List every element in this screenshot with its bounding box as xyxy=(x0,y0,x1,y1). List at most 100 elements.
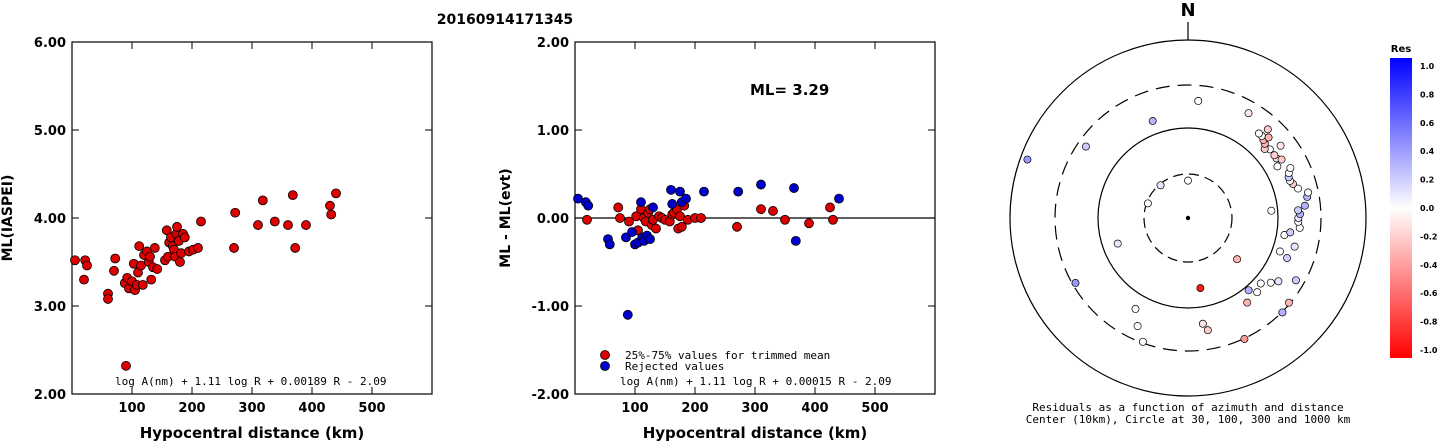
data-point xyxy=(161,225,172,236)
station-residual-point xyxy=(1196,284,1205,293)
rejected-point xyxy=(790,235,801,246)
station-residual-point xyxy=(1113,239,1122,248)
y-tick-label: 4.00 xyxy=(34,212,66,227)
ring-1000km xyxy=(1009,39,1367,397)
plot1-x-ticks: 100 200 300 400 500 xyxy=(118,42,386,416)
data-point xyxy=(175,257,185,267)
data-point xyxy=(110,253,121,264)
x-tick-label: 100 xyxy=(118,401,145,416)
trimmed-point xyxy=(780,214,790,225)
residual-colorbar: Res 1.0 0.8 0.6 0.4 0.2 0.0 -0.2 -0.4 -0.6 -0.8 -1… xyxy=(1390,44,1437,358)
station-residual-point xyxy=(1203,326,1212,335)
trimmed-point xyxy=(676,221,687,232)
data-point xyxy=(137,279,148,290)
y-tick-label: 5.00 xyxy=(34,124,66,139)
plot2-x-ticks: 100 200 300 400 500 xyxy=(621,42,889,416)
rejected-point xyxy=(789,183,799,193)
plot2-formula: log A(nm) + 1.11 log R + 0.00015 R - 2.0… xyxy=(620,375,892,388)
data-point xyxy=(269,216,280,227)
station-residual-point xyxy=(1276,247,1284,256)
data-point xyxy=(229,243,239,253)
station-residual-point xyxy=(1264,133,1273,142)
colorbar-gradient xyxy=(1390,58,1412,358)
trimmed-point xyxy=(582,214,592,225)
station-residual-point xyxy=(1263,125,1272,134)
data-point xyxy=(287,190,298,201)
station-residual-point xyxy=(1198,319,1207,328)
rejected-point xyxy=(604,239,615,250)
station-residual-point xyxy=(1244,109,1253,118)
rejected-point xyxy=(648,202,658,213)
plot2-y-axis-label: ML - ML(evt) xyxy=(498,168,514,267)
plot1-y-axis-label: ML(IASPEI) xyxy=(0,175,16,262)
station-residual-point xyxy=(1023,155,1032,164)
data-point xyxy=(70,255,80,266)
plot1-x-axis-label: Hypocentral distance (km) xyxy=(140,424,365,441)
station-residual-point xyxy=(1253,288,1262,297)
event-center xyxy=(1185,215,1191,221)
rejected-point xyxy=(666,184,676,195)
station-residual-point xyxy=(1194,97,1203,105)
x-tick-label: 400 xyxy=(298,401,325,416)
colorbar-tick-label: 0.6 xyxy=(1420,119,1435,128)
station-residual-point xyxy=(1286,164,1295,173)
station-residual-point xyxy=(1156,181,1165,190)
colorbar-tick-label: -0.2 xyxy=(1420,232,1437,241)
plot2-x-axis-label: Hypocentral distance (km) xyxy=(643,424,868,441)
station-residual-point xyxy=(1071,279,1080,287)
y-tick-label: 6.00 xyxy=(34,36,66,51)
rejected-point xyxy=(583,200,594,211)
legend-rejected-label: Rejected values xyxy=(625,360,724,373)
plot1-y-ticks: 2.00 3.00 4.00 5.00 6.00 xyxy=(34,36,432,403)
rejected-point xyxy=(645,234,655,245)
colorbar-tick-label: -0.6 xyxy=(1420,289,1437,298)
plot2-y-ticks: -2.00 -1.00 0.00 1.00 2.00 xyxy=(532,36,935,403)
data-point xyxy=(257,195,268,206)
rejected-point xyxy=(733,186,744,197)
station-residual-point xyxy=(1274,277,1283,286)
legend-trimmed-marker xyxy=(600,350,610,360)
legend-trimmed-label: 25%-75% values for trimmed mean xyxy=(625,349,830,362)
x-tick-label: 200 xyxy=(178,401,205,416)
data-point xyxy=(301,220,311,230)
trimmed-point xyxy=(613,202,624,213)
rejected-point xyxy=(667,199,678,209)
y-tick-label: -2.00 xyxy=(532,388,569,403)
data-point xyxy=(325,200,335,211)
plot1-frame xyxy=(71,41,433,395)
data-point xyxy=(121,360,131,371)
colorbar-tick-label: 0.0 xyxy=(1420,204,1435,213)
data-point xyxy=(193,243,203,253)
station-residual-point xyxy=(1290,242,1299,251)
map-caption-line1: Residuals as a function of azimuth and d… xyxy=(1032,401,1343,414)
station-residual-point xyxy=(1304,188,1313,197)
trimmed-point xyxy=(804,218,814,229)
colorbar-tick-label: -0.8 xyxy=(1420,318,1437,327)
station-residual-point xyxy=(1133,322,1142,331)
data-point xyxy=(290,243,301,253)
station-residual-point xyxy=(1244,286,1253,295)
station-residual-point xyxy=(1184,176,1192,185)
trimmed-point xyxy=(828,214,838,225)
station-residual-point xyxy=(1300,201,1309,210)
station-residual-point xyxy=(1131,304,1140,313)
x-tick-label: 300 xyxy=(741,401,768,416)
station-residual-point xyxy=(1294,184,1302,193)
plot1-points xyxy=(70,188,341,371)
data-point xyxy=(326,209,337,220)
plot3-points xyxy=(1023,97,1313,346)
station-residual-point xyxy=(1273,162,1282,171)
data-point xyxy=(103,294,113,304)
station-residual-point xyxy=(1267,206,1276,215)
trimmed-point xyxy=(624,216,634,227)
colorbar-tick-label: 0.4 xyxy=(1420,147,1435,156)
station-residual-point xyxy=(1291,276,1300,285)
rejected-point xyxy=(622,309,633,320)
y-tick-label: -1.00 xyxy=(532,300,569,315)
y-tick-label: 0.00 xyxy=(537,212,569,227)
station-residual-point xyxy=(1256,279,1265,288)
data-point xyxy=(82,260,92,271)
ring-300km xyxy=(1054,84,1322,352)
colorbar-tick-label: -0.4 xyxy=(1420,261,1437,270)
data-point xyxy=(79,274,89,285)
